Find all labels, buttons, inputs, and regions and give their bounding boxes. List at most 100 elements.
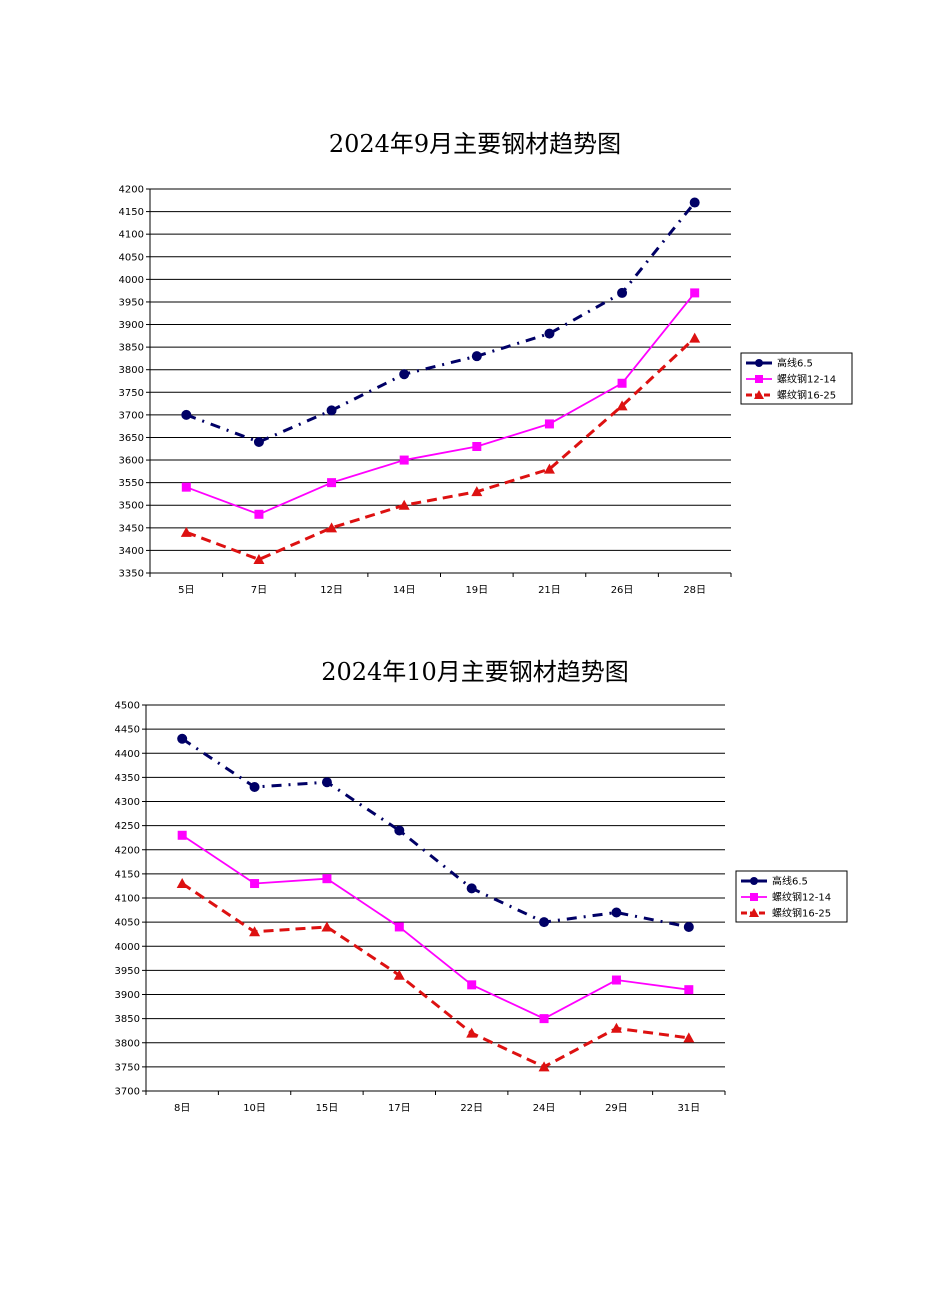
data-point xyxy=(683,921,694,932)
y-tick-label: 3900 xyxy=(119,320,144,331)
data-point xyxy=(399,455,409,465)
data-point xyxy=(750,893,758,901)
x-tick-label: 21日 xyxy=(538,585,561,596)
data-point xyxy=(755,359,763,367)
data-point xyxy=(749,908,759,917)
data-point xyxy=(754,390,764,399)
data-point xyxy=(321,921,333,932)
data-point xyxy=(539,917,550,928)
y-tick-label: 4000 xyxy=(119,275,144,286)
data-point xyxy=(616,400,628,411)
chart-october: 3700 3750 3800 3850 3900 3950 4000 4050 4100 4150… xyxy=(115,701,848,1114)
data-point xyxy=(611,907,622,918)
data-point xyxy=(394,922,404,932)
y-tick-label: 3900 xyxy=(115,990,140,1001)
y-tick-label: 4100 xyxy=(115,894,140,905)
data-point xyxy=(399,369,410,380)
data-point xyxy=(177,733,188,744)
data-point xyxy=(543,463,555,474)
y-tick-label: 3850 xyxy=(119,343,144,354)
x-tick-label: 15日 xyxy=(316,1103,339,1114)
data-point xyxy=(617,287,628,298)
data-point xyxy=(253,436,264,447)
y-tick-label: 4200 xyxy=(115,845,140,856)
series-line-3 xyxy=(181,882,690,1069)
x-tick-label: 8日 xyxy=(174,1103,190,1114)
data-point xyxy=(398,499,410,510)
series-line-1 xyxy=(181,737,690,929)
y-tick-label: 3550 xyxy=(119,478,144,489)
data-point xyxy=(249,926,261,937)
series-line-1 xyxy=(185,201,696,444)
x-tick-label: 10日 xyxy=(243,1103,266,1114)
data-point xyxy=(755,375,763,383)
y-tick-label: 3750 xyxy=(115,1062,140,1073)
x-tick-label: 24日 xyxy=(533,1103,556,1114)
legend-label: 高线6.5 xyxy=(772,875,808,888)
data-point xyxy=(610,1022,622,1033)
x-tick-label: 17日 xyxy=(388,1103,411,1114)
data-point xyxy=(538,1061,550,1072)
data-point xyxy=(689,332,701,343)
chart-title-september: 2024年9月主要钢材趋势图 xyxy=(328,130,622,158)
y-tick-label: 3600 xyxy=(119,456,144,467)
data-point xyxy=(467,980,477,990)
data-point xyxy=(181,482,191,492)
x-tick-label: 28日 xyxy=(683,585,706,596)
y-tick-label: 4000 xyxy=(115,942,140,953)
data-point xyxy=(689,197,700,208)
y-tick-label: 4450 xyxy=(115,725,140,736)
legend-label: 螺纹钢12-14 xyxy=(777,373,836,386)
legend-label: 螺纹钢16-25 xyxy=(777,389,836,402)
y-tick-label: 3850 xyxy=(115,1014,140,1025)
data-point xyxy=(177,830,187,840)
y-tick-label: 3800 xyxy=(119,365,144,376)
y-tick-label: 3350 xyxy=(119,569,144,580)
data-point xyxy=(466,1027,478,1038)
data-point xyxy=(683,1032,695,1043)
data-point xyxy=(394,825,405,836)
data-point xyxy=(617,378,627,388)
data-point xyxy=(544,419,554,429)
x-tick-label: 19日 xyxy=(465,585,488,596)
y-tick-label: 3950 xyxy=(115,966,140,977)
series-line-2 xyxy=(185,292,696,516)
y-tick-label: 3450 xyxy=(119,523,144,534)
data-point xyxy=(250,879,260,889)
legend-label: 螺纹钢12-14 xyxy=(772,891,831,904)
x-tick-label: 7日 xyxy=(251,585,267,596)
data-point xyxy=(180,526,192,537)
y-tick-label: 3700 xyxy=(119,410,144,421)
data-point xyxy=(471,486,483,497)
y-tick-label: 4400 xyxy=(115,749,140,760)
y-tick-label: 4100 xyxy=(119,230,144,241)
data-point xyxy=(321,777,332,788)
x-tick-label: 14日 xyxy=(393,585,416,596)
data-point xyxy=(181,409,192,420)
y-tick-label: 4250 xyxy=(115,821,140,832)
data-point xyxy=(393,969,405,980)
y-tick-label: 4300 xyxy=(115,797,140,808)
y-tick-label: 3750 xyxy=(119,388,144,399)
y-tick-label: 3950 xyxy=(119,297,144,308)
data-point xyxy=(326,405,337,416)
data-point xyxy=(684,985,694,995)
chart-title-october: 2024年10月主要钢材趋势图 xyxy=(321,658,629,686)
legend-label: 螺纹钢16-25 xyxy=(772,907,831,920)
y-tick-label: 4050 xyxy=(119,252,144,263)
y-tick-label: 4500 xyxy=(115,701,140,712)
data-point xyxy=(253,553,265,564)
data-point xyxy=(690,288,700,298)
data-point xyxy=(611,975,621,985)
data-point xyxy=(544,328,555,339)
data-point xyxy=(472,442,482,452)
y-tick-label: 3400 xyxy=(119,546,144,557)
data-point xyxy=(254,509,264,519)
x-tick-label: 26日 xyxy=(611,585,634,596)
data-point xyxy=(326,522,338,533)
y-tick-label: 4150 xyxy=(119,207,144,218)
data-point xyxy=(750,877,758,885)
y-tick-label: 4350 xyxy=(115,773,140,784)
data-point xyxy=(322,874,332,884)
series-line-2 xyxy=(181,834,689,1020)
